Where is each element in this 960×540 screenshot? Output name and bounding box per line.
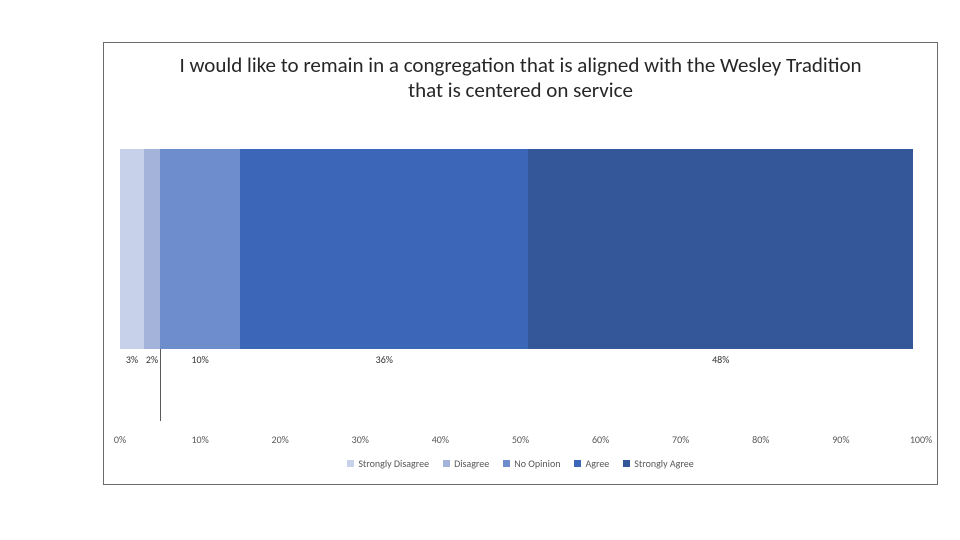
legend: Strongly Disagree Disagree No Opinion Ag…	[104, 457, 937, 470]
legend-label: Strongly Agree	[634, 457, 693, 470]
chart-frame: I would like to remain in a congregation…	[103, 42, 938, 485]
segment-disagree: 2%	[144, 149, 160, 349]
legend-item-agree: Agree	[574, 457, 609, 470]
drop-line-icon	[160, 349, 161, 421]
legend-swatch-icon	[443, 460, 450, 467]
x-tick: 50%	[512, 433, 529, 446]
x-tick: 40%	[432, 433, 449, 446]
segment-label: 3%	[126, 353, 138, 366]
x-tick: 70%	[672, 433, 689, 446]
legend-label: Strongly Disagree	[358, 457, 429, 470]
legend-item-disagree: Disagree	[443, 457, 489, 470]
x-tick: 20%	[272, 433, 289, 446]
segment-label: 36%	[376, 353, 393, 366]
segment-strongly-agree: 48%	[528, 149, 912, 349]
x-tick: 30%	[352, 433, 369, 446]
segment-label: 48%	[712, 353, 729, 366]
segment-no-opinion: 10%	[160, 149, 240, 349]
segment-label: 10%	[191, 353, 208, 366]
legend-label: Disagree	[454, 457, 489, 470]
legend-item-strongly-disagree: Strongly Disagree	[347, 457, 429, 470]
x-tick: 60%	[592, 433, 609, 446]
segment-strongly-disagree: 3%	[120, 149, 144, 349]
x-tick: 90%	[832, 433, 849, 446]
plot-area: 3% 2% 10% 36% 48%	[120, 149, 921, 349]
legend-item-no-opinion: No Opinion	[503, 457, 560, 470]
x-axis: 0% 10% 20% 30% 40% 50% 60% 70% 80% 90% 1…	[120, 433, 921, 449]
legend-label: No Opinion	[514, 457, 560, 470]
segment-agree: 36%	[240, 149, 528, 349]
legend-label: Agree	[585, 457, 609, 470]
legend-swatch-icon	[623, 460, 630, 467]
stacked-bar: 3% 2% 10% 36% 48%	[120, 149, 921, 349]
x-tick: 0%	[114, 433, 126, 446]
x-tick: 80%	[752, 433, 769, 446]
legend-swatch-icon	[503, 460, 510, 467]
segment-label: 2%	[146, 353, 158, 366]
x-tick: 100%	[910, 433, 932, 446]
legend-swatch-icon	[574, 460, 581, 467]
legend-swatch-icon	[347, 460, 354, 467]
chart-title: I would like to remain in a congregation…	[104, 43, 937, 107]
x-tick: 10%	[191, 433, 208, 446]
legend-item-strongly-agree: Strongly Agree	[623, 457, 693, 470]
